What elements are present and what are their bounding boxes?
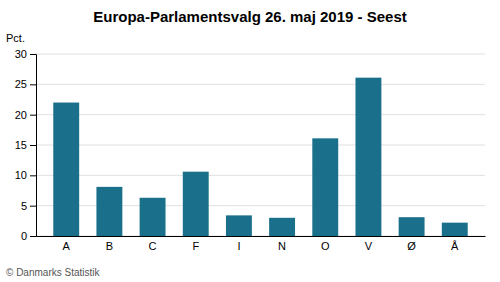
grid-line — [36, 114, 485, 115]
axis-line — [37, 236, 486, 237]
tick: A — [63, 240, 71, 252]
y-axis: 0 5 10 15 20 25 30 — [15, 48, 37, 242]
y-axis-label: Pct. — [6, 32, 25, 44]
tick-mark — [30, 206, 36, 207]
tick: N — [278, 240, 286, 252]
tick: 25 — [15, 78, 36, 90]
tick-mark — [30, 115, 36, 116]
tick: Å — [451, 240, 459, 252]
tick-label: O — [321, 240, 330, 252]
grid-line — [36, 54, 485, 55]
tick-label: 15 — [15, 139, 27, 151]
bar — [312, 138, 338, 236]
tick: 30 — [15, 48, 36, 60]
tick-label: Ø — [407, 240, 416, 252]
tick-label: A — [63, 240, 71, 252]
tick-label: V — [365, 240, 373, 252]
bar — [442, 223, 468, 236]
title: Europa-Parlamentsvalg 26. maj 2019 - See… — [93, 8, 406, 25]
tick-mark — [30, 236, 36, 237]
tick-label: 30 — [15, 48, 27, 60]
bar — [269, 218, 295, 236]
tick-label: C — [149, 240, 157, 252]
tick: F — [192, 240, 199, 252]
tick-label: N — [278, 240, 286, 252]
bar — [226, 215, 252, 236]
tick-mark — [30, 84, 36, 85]
grid-line — [36, 145, 485, 146]
x-axis: ABCFINOVØÅ — [37, 237, 486, 252]
grid — [36, 54, 485, 236]
tick-mark — [30, 175, 36, 176]
grid-line — [36, 84, 485, 85]
tick: O — [321, 240, 330, 252]
tick-mark — [30, 145, 36, 146]
tick: B — [106, 240, 113, 252]
tick: 5 — [21, 200, 36, 212]
bar — [183, 172, 209, 236]
tick-label: F — [192, 240, 199, 252]
axis-line — [30, 55, 37, 237]
grid-line — [36, 175, 485, 176]
tick-label: 0 — [21, 230, 27, 242]
chart: Europa-Parlamentsvalg 26. maj 2019 - See… — [0, 0, 500, 282]
tick-label: I — [237, 240, 240, 252]
bar — [399, 217, 425, 236]
tick: Ø — [407, 240, 416, 252]
tick-label: 20 — [15, 109, 27, 121]
tick: V — [365, 240, 373, 252]
bar — [53, 103, 79, 236]
tick-label: 10 — [15, 169, 27, 181]
tick-label: 25 — [15, 78, 27, 90]
tick: I — [237, 240, 240, 252]
plot: 0 5 10 15 20 25 30 A B C F I N O V Ø Å — [15, 48, 486, 252]
tick-label: B — [106, 240, 113, 252]
tick: C — [149, 240, 157, 252]
tick-label: Å — [451, 240, 459, 252]
bar — [140, 198, 166, 236]
bar — [96, 187, 122, 236]
tick-mark — [30, 54, 36, 55]
tick: 0 — [21, 230, 36, 242]
tick-label: 5 — [21, 200, 27, 212]
tick: 20 — [15, 109, 36, 121]
tick: 15 — [15, 139, 36, 151]
bars — [53, 78, 467, 236]
tick: 10 — [15, 169, 36, 181]
bar — [355, 78, 381, 236]
annotation: © Danmarks Statistik — [6, 267, 101, 278]
